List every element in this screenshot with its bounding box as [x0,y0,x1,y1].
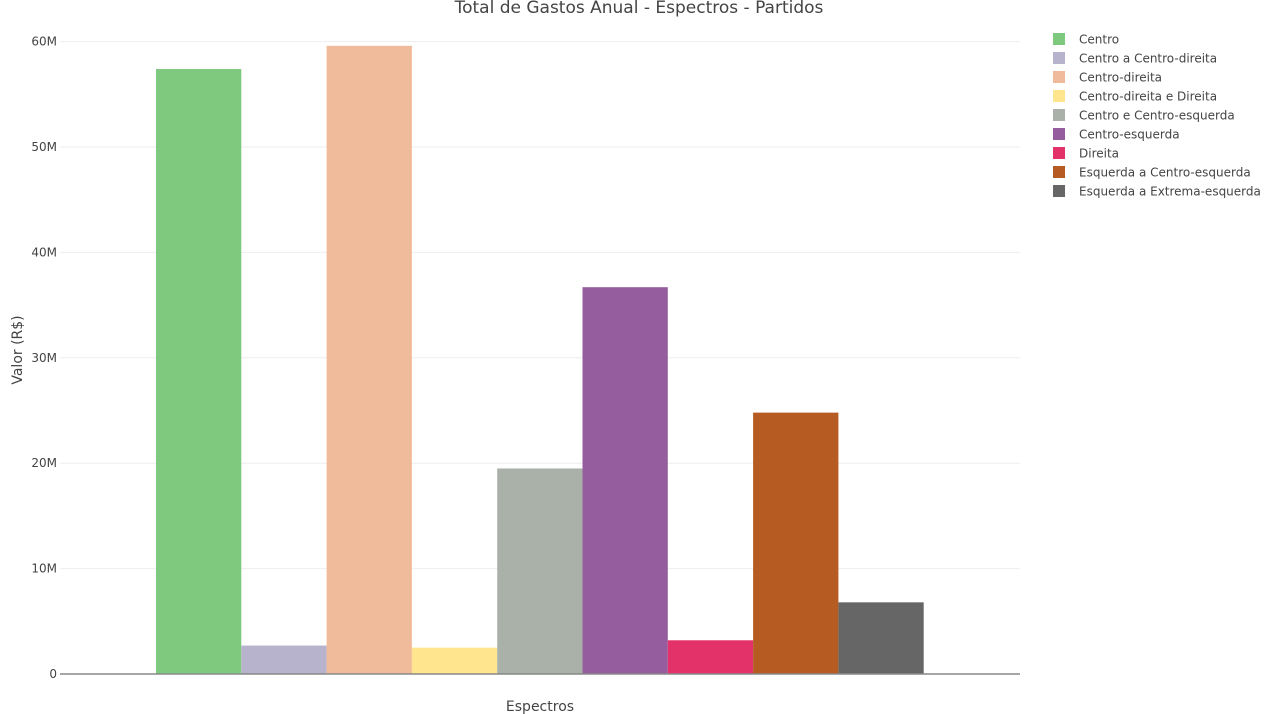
legend-swatch [1053,52,1065,64]
legend-swatch [1053,185,1065,197]
legend-label: Esquerda a Centro-esquerda [1079,166,1251,180]
bar-1[interactable] [156,69,242,675]
bar-4[interactable] [411,647,498,674]
y-tick-label: 30M [31,351,57,365]
bars [156,45,924,675]
legend-item[interactable]: Centro-esquerda [1053,128,1180,142]
legend-swatch [1053,71,1065,83]
legend-label: Centro a Centro-direita [1079,52,1217,66]
y-tick-label: 60M [31,35,57,49]
legend-swatch [1053,128,1065,140]
bar-7[interactable] [667,640,754,674]
legend-swatch [1053,90,1065,102]
legend-item[interactable]: Centro [1053,33,1119,47]
y-axis-title: Valor (R$) [10,315,26,384]
legend-label: Direita [1079,147,1119,161]
y-tick-label: 50M [31,140,57,154]
legend-swatch [1053,33,1065,45]
y-tick-label: 0 [49,667,57,681]
legend-label: Esquerda a Extrema-esquerda [1079,185,1261,199]
x-axis-title: Espectros [506,699,574,714]
legend-item[interactable]: Centro-direita e Direita [1053,90,1217,104]
legend-label: Centro e Centro-esquerda [1079,109,1235,123]
legend-item[interactable]: Centro e Centro-esquerda [1053,109,1235,123]
legend-label: Centro [1079,33,1119,47]
legend-item[interactable]: Centro a Centro-direita [1053,52,1217,66]
y-axis-ticks: 0 10M 20M 30M 40M 50M 60M [31,35,57,681]
bar-8[interactable] [753,412,839,674]
legend-swatch [1053,109,1065,121]
legend: Centro Centro a Centro-direita Centro-dire… [1053,33,1261,199]
legend-item[interactable]: Centro-direita [1053,71,1162,85]
y-tick-label: 40M [31,245,57,259]
legend-label: Centro-esquerda [1079,128,1180,142]
legend-swatch [1053,166,1065,178]
bar-6[interactable] [582,287,668,674]
legend-swatch [1053,147,1065,159]
chart-title: Total de Gastos Anual - Espectros - Part… [454,0,824,18]
legend-label: Centro-direita e Direita [1079,90,1217,104]
legend-label: Centro-direita [1079,71,1162,85]
bar-5[interactable] [497,468,583,674]
bar-2[interactable] [241,645,327,674]
y-tick-label: 20M [31,456,57,470]
bar-3[interactable] [326,45,412,675]
y-tick-label: 10M [31,562,57,576]
legend-item[interactable]: Direita [1053,147,1119,161]
bar-9[interactable] [838,602,924,674]
legend-item[interactable]: Esquerda a Extrema-esquerda [1053,185,1261,199]
legend-item[interactable]: Esquerda a Centro-esquerda [1053,166,1251,180]
